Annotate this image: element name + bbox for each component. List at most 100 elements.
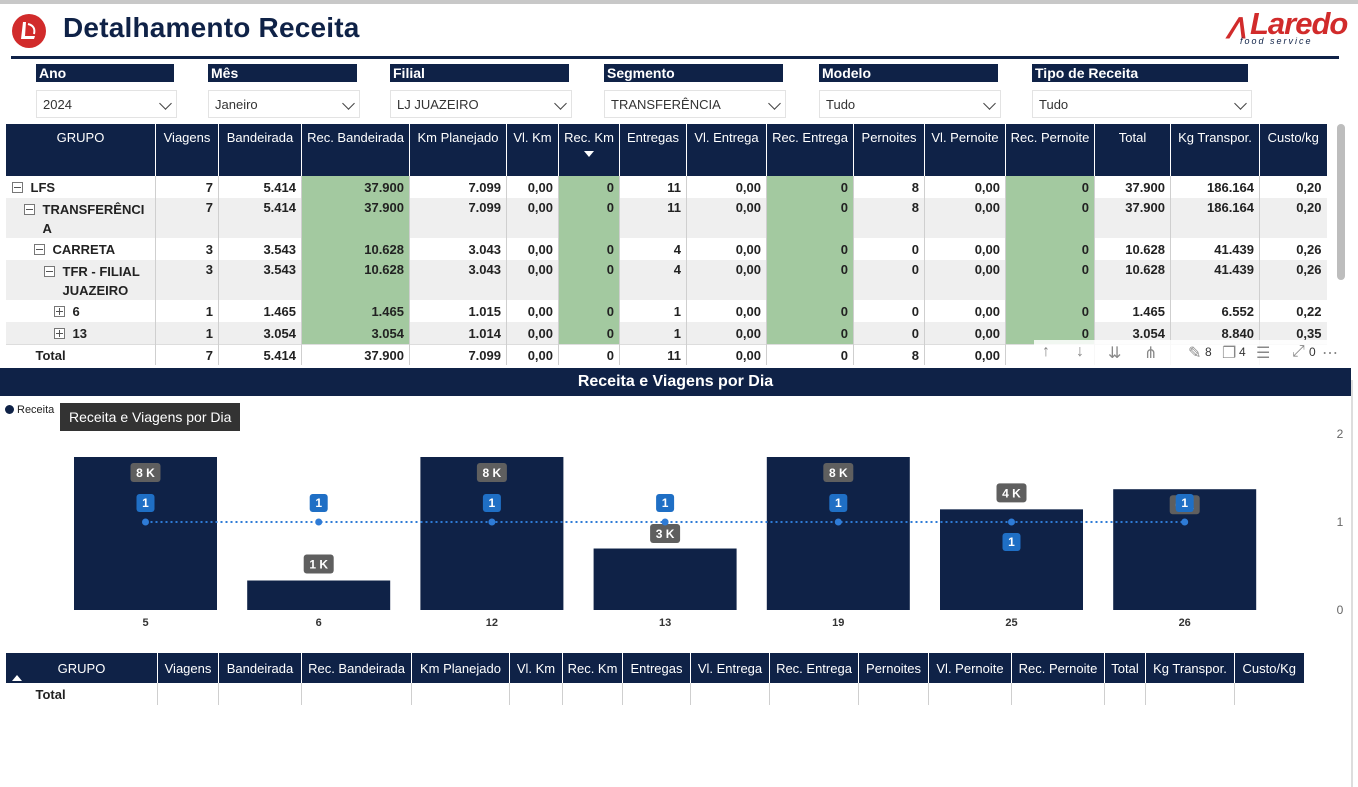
table-cell: 0	[1005, 260, 1095, 300]
table-cell: 11	[619, 344, 687, 365]
bar-data-label-bg	[650, 524, 681, 543]
slicer-value: Janeiro	[215, 97, 258, 112]
column-header[interactable]: Vl. Pernoite	[928, 653, 1012, 683]
expand-hierarchy-icon[interactable]: ⋔	[1144, 345, 1158, 362]
slicer-dropdown[interactable]: TRANSFERÊNCIA	[604, 90, 786, 118]
table-cell: 8	[853, 198, 925, 238]
slicer-dropdown[interactable]: Tudo	[819, 90, 1001, 118]
brand-logo: ᐱ Laredo food service	[1226, 6, 1348, 48]
slicer-label: Modelo	[819, 64, 998, 82]
column-header[interactable]: Viagens	[157, 653, 219, 683]
revenue-bar	[247, 580, 391, 610]
column-header[interactable]: Rec. Pernoite	[1011, 653, 1105, 683]
table-cell	[690, 683, 770, 705]
slicer-dropdown[interactable]: Tudo	[1032, 90, 1252, 118]
total-label: Total	[5, 344, 156, 365]
matrix-row[interactable]: CARRETA 3 3.543 10.628 3.043 0,00 0 4 0,00 0 0 0,00…	[6, 238, 1327, 260]
slicer-mes: Mês Janeiro	[208, 64, 360, 118]
chevron-down-icon	[983, 97, 996, 110]
column-header[interactable]: Viagens	[155, 124, 219, 176]
matrix-row[interactable]: LFS 7 5.414 37.900 7.099 0,00 0 11 0,00 0 8 0,00 0 37…	[6, 176, 1327, 198]
column-header[interactable]: Rec. Bandeirada	[301, 653, 412, 683]
column-header[interactable]: Km Planejado	[409, 124, 507, 176]
column-header[interactable]: Kg Transpor.	[1145, 653, 1235, 683]
slicer-dropdown[interactable]: LJ JUAZEIRO	[390, 90, 572, 118]
chevron-down-icon	[554, 97, 567, 110]
collapse-minus-icon[interactable]	[43, 266, 55, 277]
slicer-dropdown[interactable]: 2024	[36, 90, 177, 118]
column-header[interactable]: Vl. Km	[509, 653, 563, 683]
trips-data-label: 1	[142, 496, 149, 510]
matrix-row[interactable]: TRANSFERÊNCIA 7 5.414 37.900 7.099 0,00 0 11 0,0…	[5, 198, 1327, 238]
column-header[interactable]: Total	[1104, 653, 1146, 683]
more-options-icon[interactable]: ⋯	[1322, 345, 1338, 362]
row-group-cell: CARRETA	[6, 238, 156, 260]
matrix-row[interactable]: 13 1 3.054 3.054 1.014 0,00 0 1 0,00 0 0 0,00 0 3.054…	[5, 322, 1327, 345]
x-tick-label: 6	[316, 617, 322, 629]
table-cell: 0	[558, 176, 620, 198]
table-cell: 0,00	[924, 322, 1006, 345]
collapse-minus-icon[interactable]	[33, 243, 45, 255]
column-header[interactable]: Custo/Kg	[1234, 653, 1304, 683]
column-header[interactable]: Vl. Km	[506, 124, 559, 176]
trips-data-label: 1	[662, 496, 669, 510]
column-header[interactable]: Vl. Entrega	[686, 124, 767, 176]
table-cell: 0	[766, 344, 854, 365]
column-header[interactable]: Entregas	[622, 653, 691, 683]
column-header[interactable]: Bandeirada	[218, 124, 302, 176]
table-cell	[928, 683, 1012, 705]
column-header[interactable]: Kg Transpor.	[1170, 124, 1260, 176]
table-cell: 37.900	[301, 344, 410, 365]
table-cell	[562, 683, 623, 705]
column-header[interactable]: Vl. Entrega	[690, 653, 770, 683]
column-header[interactable]: Entregas	[619, 124, 687, 176]
column-header[interactable]: Custo/kg	[1259, 124, 1327, 176]
pin-icon[interactable]: ✎	[1188, 345, 1202, 362]
brand-name: Laredo	[1250, 6, 1348, 41]
slicer-label: Segmento	[604, 64, 783, 82]
copy-icon[interactable]: ❐	[1222, 345, 1237, 362]
column-header[interactable]: GRUPO	[5, 124, 156, 176]
table-cell: 8.840	[1170, 322, 1260, 345]
expand-plus-icon[interactable]	[53, 305, 65, 317]
collapse-minus-icon[interactable]	[23, 204, 35, 215]
matrix-row[interactable]: 6 1 1.465 1.465 1.015 0,00 0 1 0,00 0 0 0,00 0 1.465 6…	[6, 300, 1327, 322]
arrow-down-icon[interactable]: ↓	[1076, 343, 1084, 360]
trips-point	[142, 518, 149, 526]
table-cell: 186.164	[1170, 176, 1260, 198]
expand-plus-icon[interactable]	[53, 327, 65, 339]
table-cell: 0	[766, 238, 854, 260]
column-header-sorted[interactable]: Rec. Km	[558, 124, 620, 176]
column-header[interactable]: Bandeirada	[218, 653, 302, 683]
column-header[interactable]: GRUPO	[5, 653, 158, 683]
toolbar-label: 4	[1239, 345, 1246, 359]
sort-ascending-icon	[12, 675, 22, 681]
column-header[interactable]: Pernoites	[853, 124, 925, 176]
column-header[interactable]: Total	[1094, 124, 1171, 176]
slicer-label: Filial	[390, 64, 569, 82]
focus-mode-icon[interactable]: ⤢	[1292, 343, 1305, 360]
slicer-dropdown[interactable]: Janeiro	[208, 90, 360, 118]
table-cell: 0	[853, 300, 925, 322]
column-header[interactable]: Rec. Entrega	[766, 124, 854, 176]
column-header[interactable]: Rec. Entrega	[769, 653, 859, 683]
double-arrow-down-icon[interactable]: ⇊	[1108, 345, 1122, 362]
column-header[interactable]: Km Planejado	[411, 653, 510, 683]
column-header[interactable]: Rec. Pernoite	[1005, 124, 1095, 176]
x-tick-label: 25	[1005, 617, 1017, 629]
right-axis-tick: 0	[1337, 603, 1344, 617]
matrix-scrollbar[interactable]	[1337, 124, 1345, 280]
matrix-row[interactable]: TFR - FILIAL JUAZEIRO 3 3.543 10.628 3.043 0,…	[5, 260, 1327, 300]
column-header[interactable]: Rec. Bandeirada	[301, 124, 410, 176]
column-header[interactable]: Vl. Pernoite	[924, 124, 1006, 176]
table-cell: 3	[155, 238, 219, 260]
table-cell: 0	[558, 198, 620, 238]
slicer-label: Mês	[208, 64, 357, 82]
table-cell: 0	[558, 322, 620, 345]
filter-icon[interactable]: ☰	[1256, 345, 1271, 362]
arrow-up-icon[interactable]: ↑	[1042, 343, 1050, 360]
collapse-minus-icon[interactable]	[11, 181, 23, 193]
table-cell: 0,00	[924, 176, 1006, 198]
column-header[interactable]: Pernoites	[858, 653, 929, 683]
column-header[interactable]: Rec. Km	[562, 653, 623, 683]
